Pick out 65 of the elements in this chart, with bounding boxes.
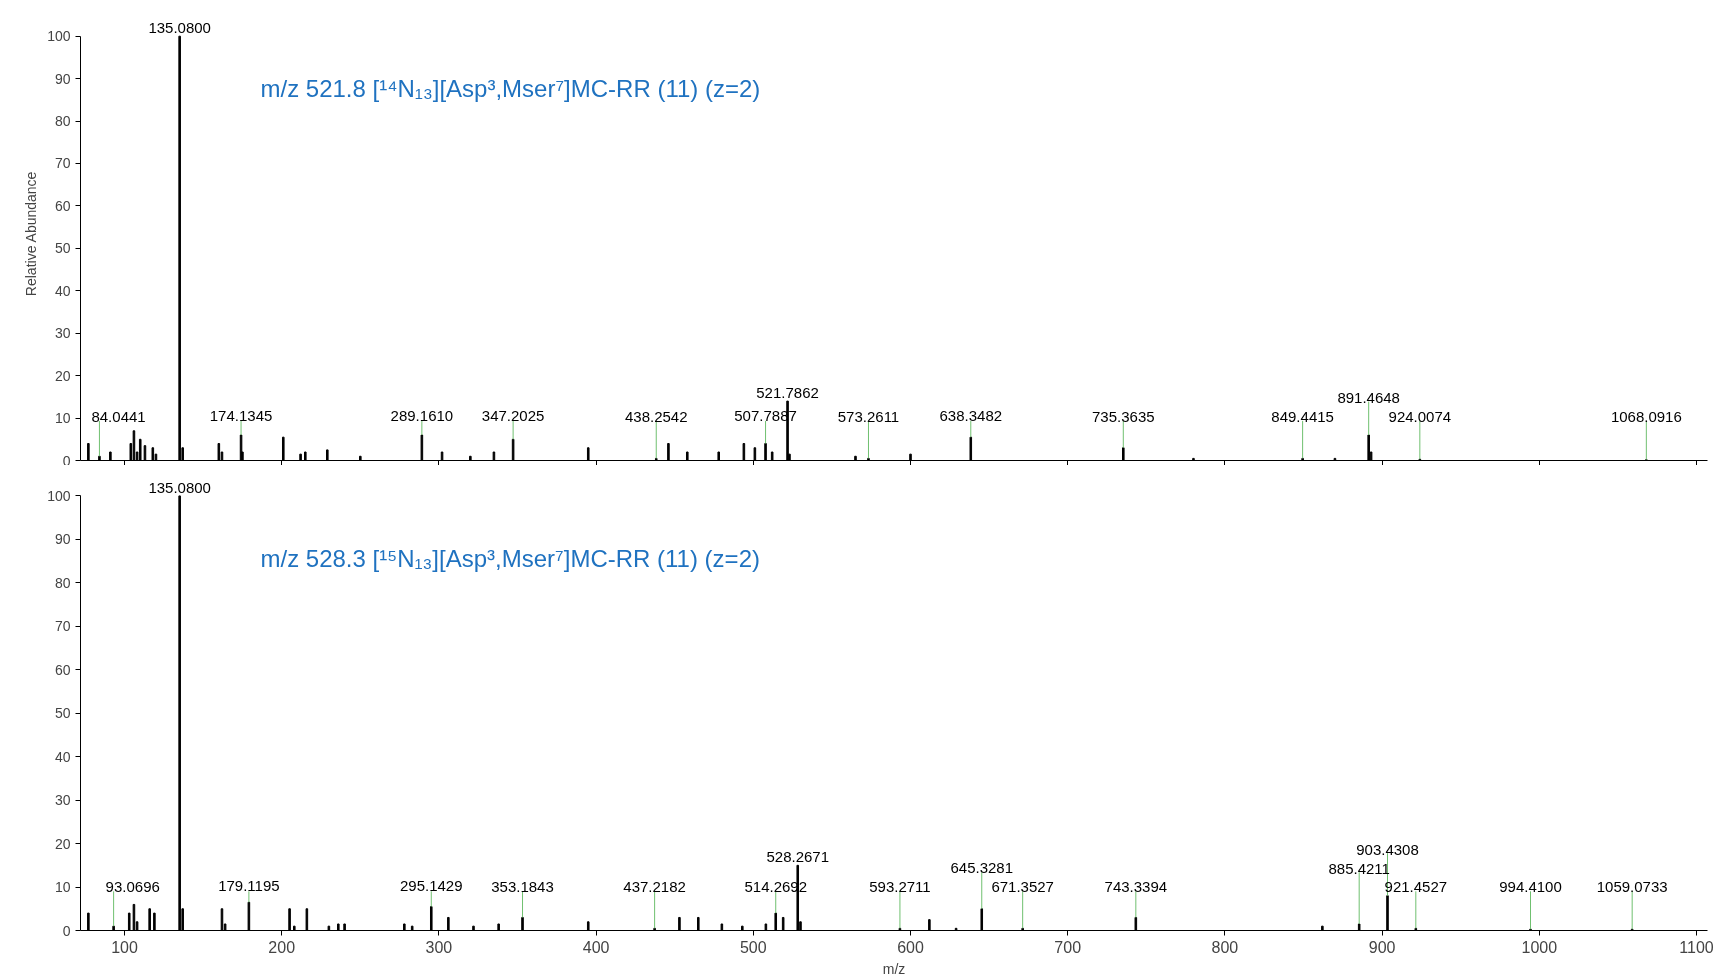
y-tick-label: 100 [47,487,71,504]
y-tick-label: 20 [54,367,71,384]
x-tick-label: 1000 [1521,938,1558,956]
annotation: 135.0800 [148,478,211,496]
annotation: 438.2542 [624,408,688,426]
x-tick-label: 600 [897,938,924,956]
annotation: 437.2182 [623,878,686,896]
annotation: 903.4308 [1356,840,1419,858]
x-tick-label: 700 [1054,938,1082,956]
y-axis-title: Relative Abundance [23,171,40,297]
annotation: 891.4648 [1337,388,1400,406]
x-tick-label: 400 [582,938,610,956]
y-tick-label: 60 [54,197,71,214]
y-tick-label: 70 [54,155,71,172]
x-axis-title: m/z [882,960,906,977]
y-tick-label: 60 [54,661,71,678]
y-tick-label: 0 [62,922,71,939]
y-tick-label: 80 [54,574,71,591]
annotation: 1059.0733 [1596,878,1668,896]
x-tick-label: 900 [1368,938,1396,956]
annotation: 353.1843 [491,877,554,895]
annotation: 179.1195 [218,876,280,894]
annotation: 174.1345 [209,406,273,424]
annotation: 671.3527 [991,878,1054,896]
y-tick-label: 100 [47,28,71,45]
x-tick-label: 800 [1211,938,1239,956]
x-tick-label: 300 [425,938,453,956]
y-tick-label: 50 [54,705,71,722]
text: m/z 521.8 [¹⁴N₁₃][Asp³,Mser⁷]MC-RR (11) (z=2) [260,74,761,102]
y-tick-label: 80 [54,113,71,130]
annotation: 924.0074 [1388,408,1452,426]
annotation: 289.1610 [390,406,454,424]
annotation: 295.1429 [399,877,463,895]
text: m/z 528.3 [¹⁵N₁₃][Asp³,Mser⁷]MC-RR (11) (z=2) [260,544,760,572]
annotation: 521.7862 [756,384,819,402]
x-tick-label: 100 [111,938,138,956]
x-tick-label: 1100 [1679,938,1714,956]
annotation: 84.0441 [91,408,146,426]
annotation: 528.2671 [766,848,830,866]
y-tick-label: 10 [54,410,71,427]
y-tick-label: 10 [54,879,71,896]
y-tick-label: 0 [62,452,71,469]
y-tick-label: 90 [54,531,71,548]
annotation: 593.2711 [869,878,931,896]
annotation: 638.3482 [939,406,1003,424]
y-tick-label: 30 [54,792,71,809]
annotation: 573.2611 [837,408,900,426]
annotation: 645.3281 [950,859,1014,877]
y-tick-label: 30 [54,325,71,342]
y-tick-label: 40 [54,282,71,299]
y-tick-label: 70 [54,618,71,635]
x-tick-label: 500 [739,938,767,956]
annotation: 347.2025 [481,407,545,425]
annotation: 93.0696 [105,878,160,896]
annotation: 849.4415 [1271,408,1334,426]
x-tick-label: 200 [268,938,296,956]
y-tick-label: 50 [54,240,71,257]
y-tick-label: 90 [54,70,71,87]
annotation: 1068.0916 [1610,408,1682,426]
annotation: 135.0800 [148,19,211,37]
annotation: 994.4100 [1499,878,1562,896]
y-tick-label: 40 [54,748,71,765]
annotation: 735.3635 [1092,407,1155,425]
y-tick-label: 20 [54,835,71,852]
annotation: 743.3394 [1104,877,1168,895]
